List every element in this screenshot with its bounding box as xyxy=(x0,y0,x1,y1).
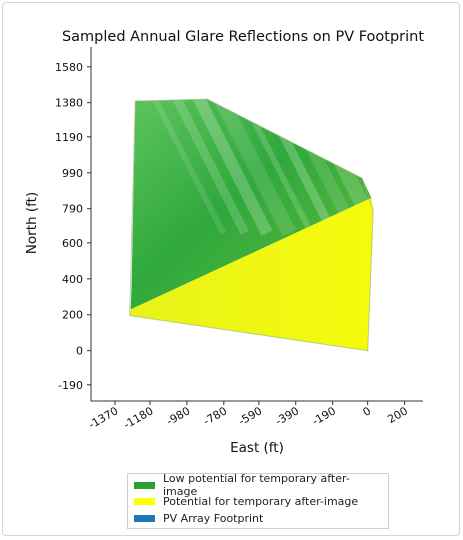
chart-title: Sampled Annual Glare Reflections on PV F… xyxy=(62,29,424,45)
y-tick-label: -190 xyxy=(58,379,83,392)
x-tick-label: 0 xyxy=(361,404,374,419)
y-axis: -190 0 200 400 600 790 990 1190 1380 1580 xyxy=(55,47,92,401)
glare-streak xyxy=(150,99,226,235)
pv-array-footprint-outline xyxy=(129,98,374,352)
glare-streak xyxy=(191,99,273,236)
plot-area xyxy=(129,98,374,352)
x-axis-label: East (ft) xyxy=(230,440,284,456)
region-potential xyxy=(129,197,374,351)
legend-swatch-green xyxy=(134,481,155,489)
legend: Low potential for temporary after-image … xyxy=(127,472,389,529)
x-tick-label: -780 xyxy=(201,404,229,428)
x-tick-label: -390 xyxy=(273,404,301,428)
legend-swatch-blue xyxy=(134,514,155,522)
legend-item-potential: Potential for temporary after-image xyxy=(134,494,382,511)
y-tick-label: 200 xyxy=(62,309,83,322)
y-tick-label: 1190 xyxy=(55,131,83,144)
glare-streak xyxy=(170,99,250,236)
x-tick-label: -980 xyxy=(164,404,192,428)
y-axis-label: North (ft) xyxy=(24,192,40,254)
legend-label: PV Array Footprint xyxy=(163,511,264,525)
legend-swatch-yellow xyxy=(134,498,155,506)
x-tick-label: 200 xyxy=(385,404,410,426)
chart-panel: Sampled Annual Glare Reflections on PV F… xyxy=(2,2,460,536)
legend-item-footprint: PV Array Footprint xyxy=(134,510,382,527)
y-tick-label: 990 xyxy=(62,167,83,180)
y-tick-label: 400 xyxy=(62,273,83,286)
y-tick-label: 790 xyxy=(62,203,83,216)
legend-item-low-potential: Low potential for temporary after-image xyxy=(134,472,382,498)
legend-label: Potential for temporary after-image xyxy=(163,495,359,509)
glare-streak xyxy=(212,99,296,237)
y-tick-label: 0 xyxy=(76,345,83,358)
x-tick-label: -1370 xyxy=(86,404,120,431)
legend-label: Low potential for temporary after-image xyxy=(163,472,350,499)
region-low-potential xyxy=(130,99,372,310)
y-tick-label: 600 xyxy=(62,237,83,250)
x-tick-label: -1180 xyxy=(121,404,155,431)
y-tick-label: 1380 xyxy=(55,97,83,110)
x-tick-label: -590 xyxy=(236,404,264,428)
x-axis: -1370 -1180 -980 -780 -590 -390 -190 0 200 xyxy=(86,400,423,432)
glare-chart: Sampled Annual Glare Reflections on PV F… xyxy=(24,29,424,456)
y-tick-label: 1580 xyxy=(55,61,83,74)
x-tick-label: -190 xyxy=(310,404,338,428)
